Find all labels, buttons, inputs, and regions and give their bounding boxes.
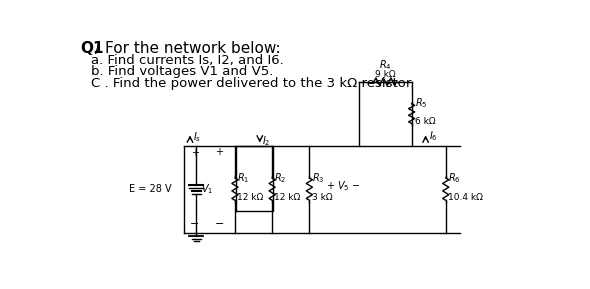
Text: $R_5$: $R_5$ <box>415 96 427 110</box>
Text: 6 kΩ: 6 kΩ <box>415 117 435 127</box>
Text: a. Find currents Is, I2, and I6.: a. Find currents Is, I2, and I6. <box>91 54 284 67</box>
Text: 3 kΩ: 3 kΩ <box>312 193 332 202</box>
Text: 12 kΩ: 12 kΩ <box>274 193 301 202</box>
Text: $R_3$: $R_3$ <box>312 171 325 185</box>
Text: + $V_5$ −: + $V_5$ − <box>326 179 361 193</box>
Text: 9 kΩ: 9 kΩ <box>375 70 396 79</box>
Text: +: + <box>215 147 224 157</box>
Text: −: − <box>215 219 224 229</box>
Text: $I_2$: $I_2$ <box>262 134 270 148</box>
Text: E = 28 V: E = 28 V <box>129 184 172 194</box>
Text: +: + <box>191 148 199 158</box>
Text: Q1: Q1 <box>80 41 103 56</box>
Text: 12 kΩ: 12 kΩ <box>237 193 264 202</box>
Text: 10.4 kΩ: 10.4 kΩ <box>448 193 483 202</box>
Text: $R_2$: $R_2$ <box>274 171 287 185</box>
Text: $I_6$: $I_6$ <box>429 129 437 143</box>
Text: $R_1$: $R_1$ <box>237 171 250 185</box>
Text: $R_6$: $R_6$ <box>448 171 461 185</box>
Text: / For the network below:: / For the network below: <box>94 41 280 56</box>
Text: −: − <box>190 219 199 229</box>
Text: b. Find voltages V1 and V5.: b. Find voltages V1 and V5. <box>91 66 273 79</box>
Text: $R_4$: $R_4$ <box>379 59 392 73</box>
Text: $I_s$: $I_s$ <box>193 130 201 144</box>
Text: $V_1$: $V_1$ <box>201 182 213 196</box>
Text: C . Find the power delivered to the 3 kΩ resistor.: C . Find the power delivered to the 3 kΩ… <box>91 77 414 90</box>
